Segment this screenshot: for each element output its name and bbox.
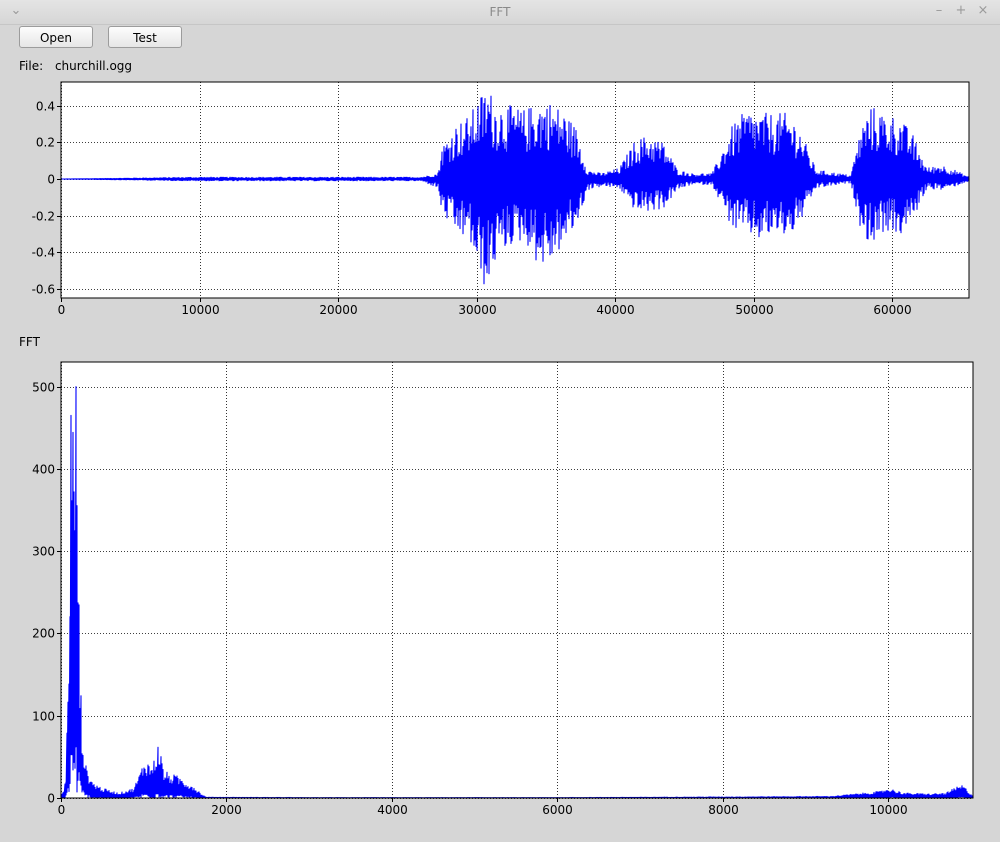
close-icon: × xyxy=(977,3,989,18)
window-titlebar[interactable]: ⌄ FFT – + × xyxy=(0,0,1000,25)
close-button[interactable]: × xyxy=(975,3,991,19)
waveform-y-tick-label: 0 xyxy=(47,173,55,187)
waveform-y-tick-label: -0.4 xyxy=(32,246,55,260)
fft-plot-border xyxy=(60,361,974,799)
file-info: File: churchill.ogg xyxy=(19,59,132,73)
waveform-x-tick-label: 10000 xyxy=(181,303,219,317)
fft-x-tick-label: 2000 xyxy=(211,803,242,817)
open-button[interactable]: Open xyxy=(19,26,93,48)
fft-y-tick-label: 100 xyxy=(32,710,55,724)
waveform-x-tick-label: 30000 xyxy=(458,303,496,317)
maximize-button[interactable]: + xyxy=(953,3,969,19)
fft-y-tick-label: 400 xyxy=(32,463,55,477)
fft-y-tick-label: 0 xyxy=(47,792,55,806)
maximize-icon: + xyxy=(955,3,967,18)
fft-plot: 0 2000 4000 6000 8000 10000 0 100 200 300 400 500 xyxy=(32,361,974,817)
fft-y-tick-label: 300 xyxy=(32,545,55,559)
chevron-down-icon: ⌄ xyxy=(10,3,22,18)
fft-y-tick-label: 200 xyxy=(32,627,55,641)
waveform-y-tick-label: -0.2 xyxy=(32,210,55,224)
waveform-x-tick-label: 60000 xyxy=(873,303,911,317)
waveform-x-tick-label: 50000 xyxy=(735,303,773,317)
fft-x-tick-label: 0 xyxy=(58,803,66,817)
fft-x-tick-label: 4000 xyxy=(377,803,408,817)
waveform-plot-border xyxy=(60,81,970,299)
waveform-x-tick-label: 0 xyxy=(58,303,66,317)
minimize-button[interactable]: – xyxy=(931,3,947,19)
waveform-y-tick-label: 0.4 xyxy=(36,100,55,114)
file-label: File: xyxy=(19,59,44,73)
waveform-x-tick-label: 40000 xyxy=(596,303,634,317)
fft-x-tick-label: 8000 xyxy=(708,803,739,817)
window-menu-button[interactable]: ⌄ xyxy=(8,3,24,19)
waveform-plot: 0 10000 20000 30000 40000 50000 60000 -0.6 -0.4 -… xyxy=(32,81,970,317)
file-name: churchill.ogg xyxy=(54,59,133,73)
fft-y-tick-label: 500 xyxy=(32,381,55,395)
fft-x-tick-label: 6000 xyxy=(542,803,573,817)
fft-section-label: FFT xyxy=(19,335,40,349)
waveform-series-line xyxy=(61,95,970,285)
waveform-y-tick-label: -0.6 xyxy=(32,283,55,297)
waveform-x-tick-label: 20000 xyxy=(319,303,357,317)
window-title: FFT xyxy=(489,5,511,19)
waveform-y-tick-label: 0.2 xyxy=(36,136,55,150)
minimize-icon: – xyxy=(935,3,943,18)
fft-x-tick-label: 10000 xyxy=(869,803,907,817)
test-button[interactable]: Test xyxy=(108,26,182,48)
fft-plot-area xyxy=(60,361,974,799)
